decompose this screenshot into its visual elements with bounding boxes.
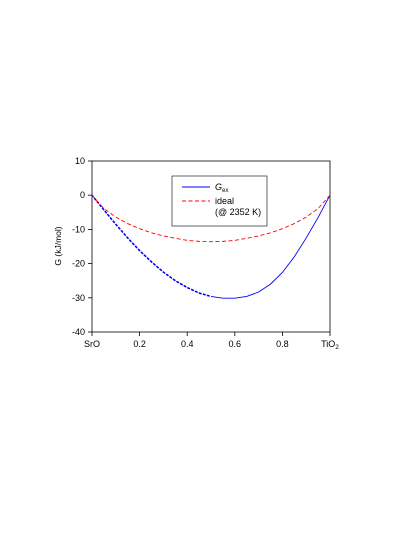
y-tick-label: -30	[72, 293, 85, 303]
y-tick-label: -20	[72, 259, 85, 269]
x-tick-label: 0.2	[133, 339, 146, 349]
x-tick-label: SrO	[84, 339, 100, 349]
series-layer	[91, 194, 331, 299]
legend-box	[171, 175, 268, 227]
legend-label-gex: Gex	[215, 182, 228, 194]
legend-label-ideal-temp: (@ 2352 K)	[215, 207, 261, 217]
x-tick-label: 0.8	[276, 339, 289, 349]
y-axis-ticks: 10 0 -10 -20 -30 -40	[72, 156, 92, 337]
plot-frame	[91, 160, 331, 333]
x-tick-label-main: TiO	[321, 339, 335, 349]
x-tick-label-sub: 2	[335, 344, 339, 351]
y-tick-label: -40	[72, 327, 85, 337]
legend: Gex ideal (@ 2352 K)	[171, 175, 268, 227]
x-tick-label: 0.4	[181, 339, 194, 349]
x-tick-label: TiO2	[321, 339, 339, 351]
legend-label-ideal: ideal	[215, 196, 234, 206]
series-line-ideal	[91, 194, 331, 243]
legend-label-gex-sub: ex	[222, 188, 228, 194]
legend-label-gex-main: G	[215, 182, 222, 192]
y-tick-label: 10	[75, 156, 85, 166]
x-tick-label: 0.6	[229, 339, 242, 349]
series-line-gex-dotted	[91, 194, 212, 298]
y-tick-label: -10	[72, 224, 85, 234]
y-tick-label: 0	[80, 190, 85, 200]
series-line-gex-solid	[210, 194, 331, 299]
x-axis-ticks: SrO 0.2 0.4 0.6 0.8 TiO2	[84, 332, 339, 351]
y-axis-title: G (kJ/mol)	[53, 226, 63, 265]
